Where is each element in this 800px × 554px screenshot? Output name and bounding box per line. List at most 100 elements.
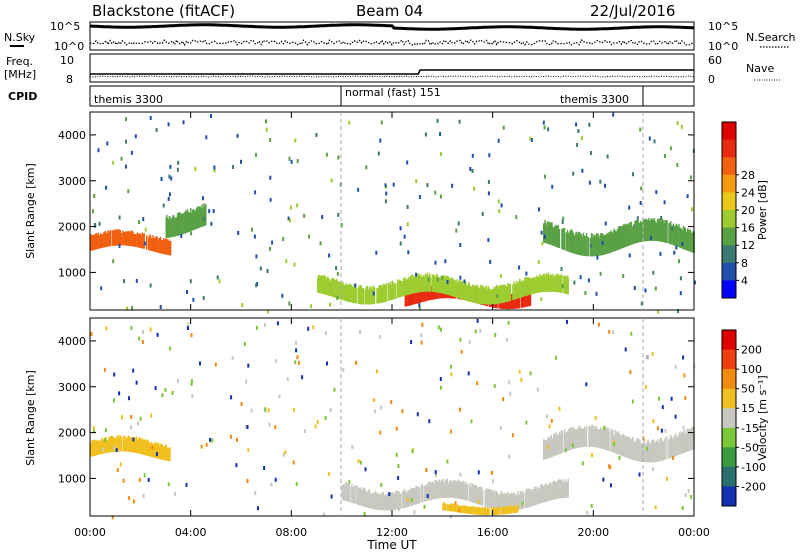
echo-cell [397, 281, 400, 298]
echo-cell [463, 481, 465, 500]
echo-point [449, 429, 452, 434]
echo-point [679, 276, 682, 281]
cpid-strip [89, 85, 695, 107]
echo-cell [541, 483, 543, 503]
echo-cell [497, 494, 500, 510]
echo-point [397, 464, 400, 468]
echo-point [437, 325, 440, 330]
echo-point [678, 259, 680, 264]
echo-point [303, 213, 306, 218]
nsky-strip [89, 21, 695, 51]
echo-point [384, 199, 387, 204]
echo-cell [593, 429, 595, 448]
echo-point [500, 203, 503, 208]
echo-cell [546, 485, 549, 502]
echo-point [418, 195, 421, 199]
echo-point [235, 463, 238, 468]
echo-cell [575, 231, 578, 255]
echo-point [254, 491, 257, 496]
echo-cell [392, 280, 394, 300]
echo-point [246, 425, 249, 429]
echo-point [93, 194, 96, 198]
echo-cell [414, 288, 416, 305]
echo-cell [457, 504, 459, 513]
echo-point [274, 477, 277, 482]
echo-point [440, 327, 442, 332]
echo-point [575, 122, 578, 127]
y-tick-label: 3000 [58, 175, 86, 188]
freq-trace [90, 69, 694, 75]
echo-point [351, 445, 354, 449]
echo-cell [136, 439, 139, 454]
echo-point [418, 303, 421, 308]
echo-cell [514, 283, 517, 300]
echo-cell [373, 287, 376, 304]
echo-point [401, 409, 404, 414]
echo-point [130, 150, 133, 155]
echo-cell [473, 506, 475, 515]
echo-point [436, 288, 439, 293]
echo-point [180, 233, 183, 238]
echo-point [487, 191, 490, 196]
echo-cell [379, 493, 381, 511]
echo-point [212, 209, 215, 214]
echo-point [622, 273, 625, 278]
echo-point [669, 146, 672, 151]
echo-point [444, 259, 447, 264]
colorbar-segment [722, 210, 736, 229]
cpid-segment-1: themis 3300 [94, 93, 163, 106]
echo-point [246, 479, 249, 483]
echo-point [324, 416, 327, 420]
colorbar-segment [722, 262, 736, 281]
echo-cell [454, 280, 456, 297]
echo-point [330, 178, 333, 183]
echo-cell [377, 492, 379, 510]
echo-cell [102, 234, 104, 248]
echo-cell [395, 283, 397, 299]
echo-point [471, 169, 474, 173]
echo-cell [619, 436, 621, 455]
echo-point [477, 499, 480, 504]
echo-cell [426, 485, 428, 501]
echo-point [604, 183, 606, 188]
power-ylabel: Slant Range [km] [24, 163, 37, 259]
echo-point [636, 216, 639, 221]
echo-point [118, 243, 121, 248]
echo-point [190, 333, 193, 338]
colorbar-tick-label: 8 [741, 257, 748, 270]
echo-point [460, 349, 463, 354]
echo-point [154, 386, 157, 391]
x-tick-label: 00:00 [678, 526, 710, 539]
echo-point [236, 437, 238, 442]
echo-point [186, 326, 189, 330]
echo-cell [126, 437, 128, 452]
echo-point [500, 274, 503, 279]
echo-point [208, 209, 211, 214]
echo-point [529, 371, 532, 376]
echo-point [294, 340, 297, 345]
echo-cell [531, 277, 533, 295]
echo-point [259, 266, 262, 271]
echo-point [173, 492, 176, 497]
echo-point [98, 221, 101, 226]
y-tick-label: 3000 [58, 381, 86, 394]
echo-point [406, 497, 409, 502]
echo-cell [534, 276, 536, 294]
echo-point [240, 159, 242, 164]
echo-point [459, 472, 462, 477]
echo-point [604, 221, 607, 226]
echo-point [423, 504, 426, 509]
echo-point [142, 329, 145, 334]
echo-cell [378, 285, 380, 304]
echo-point [210, 113, 212, 118]
echo-cell [382, 491, 385, 511]
echo-point [463, 279, 466, 284]
echo-cell [95, 440, 98, 456]
echo-point [293, 407, 295, 412]
echo-point [581, 461, 584, 466]
echo-point [113, 445, 116, 450]
echo-point [529, 136, 532, 141]
echo-point [286, 377, 289, 382]
echo-point [499, 426, 502, 430]
echo-point [329, 302, 332, 307]
